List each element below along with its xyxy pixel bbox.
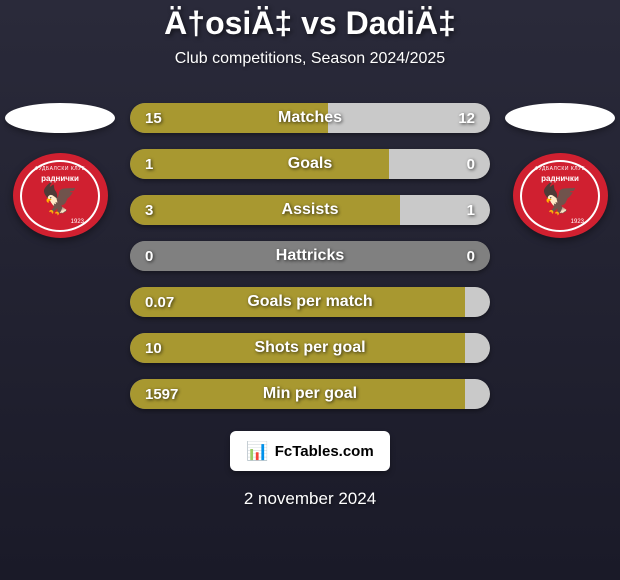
badge-text-main: раднички [522, 174, 598, 183]
footer-date: 2 november 2024 [0, 489, 620, 509]
stat-label: Min per goal [263, 385, 357, 403]
site-label: FcTables.com [275, 443, 374, 460]
bar-right [465, 333, 490, 363]
stat-label: Goals per match [247, 293, 372, 311]
site-logo[interactable]: 📊 FcTables.com [230, 431, 390, 471]
left-flag-icon [5, 103, 115, 133]
bar-right [400, 195, 490, 225]
eagle-icon: 🦅 [541, 185, 578, 215]
bar-right [465, 379, 490, 409]
eagle-icon: 🦅 [41, 185, 78, 215]
badge-inner: ФУДБАЛСКИ КЛУБ раднички 🦅 1923 [520, 160, 600, 232]
right-flag-icon [505, 103, 615, 133]
stat-row: 1 Goals 0 [130, 149, 490, 179]
stat-row: 0 Hattricks 0 [130, 241, 490, 271]
stat-label: Assists [282, 201, 339, 219]
stat-label: Matches [278, 109, 342, 127]
stat-value-right: 0 [467, 248, 475, 265]
bar-left [130, 149, 389, 179]
badge-text-main: раднички [22, 174, 98, 183]
badge-year: 1923 [571, 219, 584, 225]
badge-inner: ФУДБАЛСКИ КЛУБ раднички 🦅 1923 [20, 160, 100, 232]
stat-row: 0.07 Goals per match [130, 287, 490, 317]
stat-value-left: 0 [145, 248, 153, 265]
stat-value-left: 1 [145, 156, 153, 173]
badge-text-top: ФУДБАЛСКИ КЛУБ [522, 166, 598, 172]
stat-value-left: 10 [145, 340, 162, 357]
stat-value-left: 1597 [145, 386, 178, 403]
stat-row: 15 Matches 12 [130, 103, 490, 133]
stat-row: 10 Shots per goal [130, 333, 490, 363]
stat-value-left: 15 [145, 110, 162, 127]
left-column: ФУДБАЛСКИ КЛУБ раднички 🦅 1923 [5, 88, 115, 238]
stat-row: 1597 Min per goal [130, 379, 490, 409]
right-column: ФУДБАЛСКИ КЛУБ раднички 🦅 1923 [505, 88, 615, 238]
left-club-badge: ФУДБАЛСКИ КЛУБ раднички 🦅 1923 [13, 153, 108, 238]
page-subtitle: Club competitions, Season 2024/2025 [0, 50, 620, 68]
stat-value-right: 1 [467, 202, 475, 219]
header: Ä†osiÄ‡ vs DadiÄ‡ Club competitions, Sea… [0, 0, 620, 68]
stat-value-left: 0.07 [145, 294, 174, 311]
stat-label: Goals [288, 155, 332, 173]
right-club-badge: ФУДБАЛСКИ КЛУБ раднички 🦅 1923 [513, 153, 608, 238]
main-content: ФУДБАЛСКИ КЛУБ раднички 🦅 1923 15 Matches… [0, 88, 620, 409]
stat-value-right: 12 [458, 110, 475, 127]
bar-left [130, 195, 400, 225]
badge-year: 1923 [71, 219, 84, 225]
stat-row: 3 Assists 1 [130, 195, 490, 225]
stat-value-left: 3 [145, 202, 153, 219]
bar-right [465, 287, 490, 317]
badge-text-top: ФУДБАЛСКИ КЛУБ [22, 166, 98, 172]
stats-column: 15Matches121Goals03Assists10Hattricks00.… [130, 88, 490, 409]
stat-value-right: 0 [467, 156, 475, 173]
stat-label: Hattricks [276, 247, 344, 265]
chart-icon: 📊 [246, 441, 268, 462]
page-title: Ä†osiÄ‡ vs DadiÄ‡ [0, 5, 620, 42]
stat-label: Shots per goal [254, 339, 365, 357]
